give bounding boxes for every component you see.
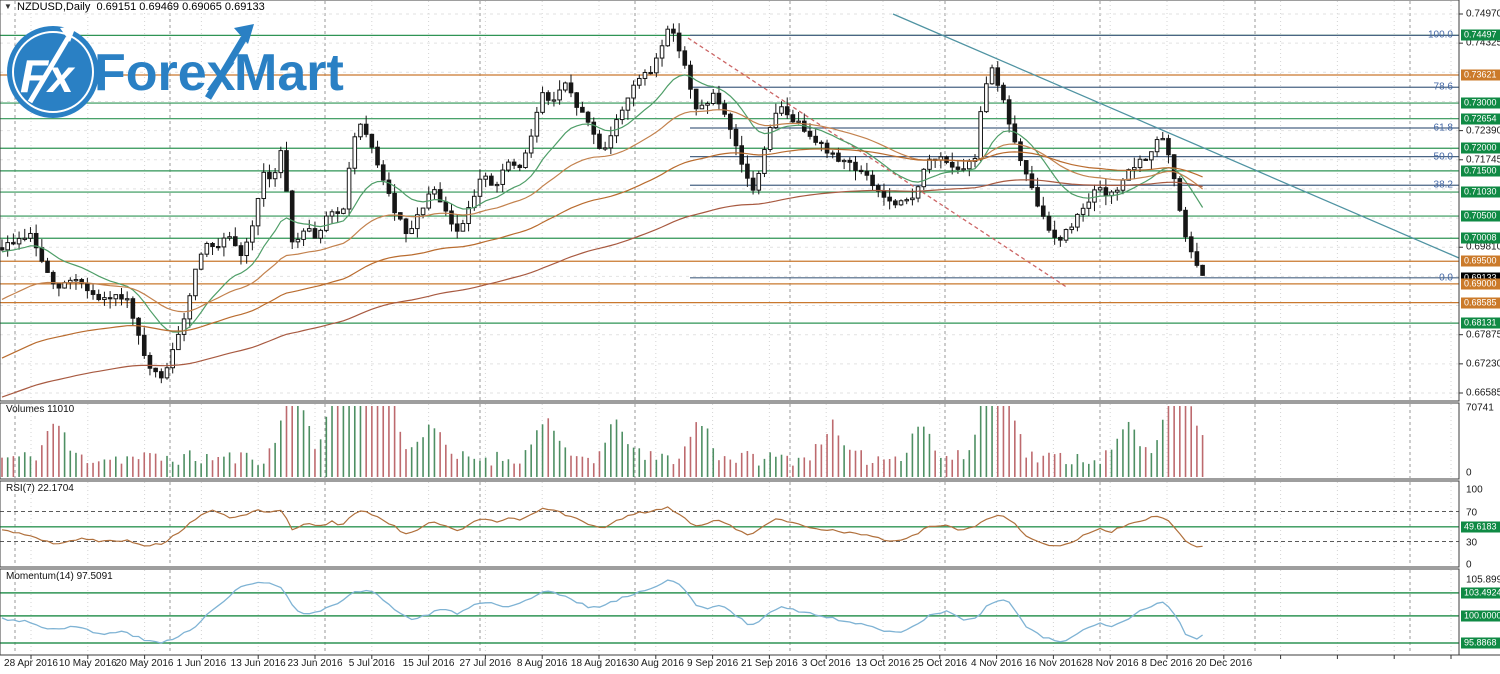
momentum-level-badge: 103.4924: [1461, 587, 1500, 599]
momentum-layer: [0, 579, 1459, 644]
chart-dropdown-icon[interactable]: ▼: [4, 2, 12, 11]
date-axis-label: 4 Nov 2016: [971, 658, 1023, 669]
price-level-badge-orange: 0.73621: [1461, 69, 1500, 81]
price-level-badge-green: 0.70008: [1461, 232, 1500, 244]
price-level-badge-green: 0.74497: [1461, 29, 1500, 41]
rsi-axis-label: 100: [1466, 484, 1483, 496]
price-level-badge-orange: 0.68585: [1461, 297, 1500, 309]
date-axis-label: 16 Nov 2016: [1025, 658, 1082, 669]
date-axis-label: 8 Dec 2016: [1141, 658, 1193, 669]
date-axis-label: 30 Aug 2016: [627, 658, 684, 669]
price-axis-label: 0.72390: [1466, 125, 1500, 137]
fib-level-label: 61.8: [1433, 122, 1453, 134]
date-axis-label: 28 Apr 2016: [4, 658, 58, 669]
price-axis-label: 0.74970: [1466, 8, 1500, 20]
fib-level-label: 100.0: [1427, 29, 1453, 41]
fib-level-label: 38.2: [1433, 179, 1453, 191]
price-level-badge-green: 0.73000: [1461, 97, 1500, 109]
price-axis-label: 0.67875: [1466, 329, 1500, 341]
ohlc-values: 0.69151 0.69469 0.69065 0.69133: [96, 1, 265, 13]
date-axis-label: 21 Sep 2016: [741, 658, 798, 669]
current-price-badge: 0.69133: [1461, 272, 1500, 284]
horizontal-gridlines: [0, 13, 1459, 394]
date-axis-label: 28 Nov 2016: [1081, 658, 1139, 669]
date-axis-label: 5 Jul 2016: [348, 658, 395, 669]
panel-borders: [0, 0, 1500, 656]
price-axis-label: 0.66585: [1466, 387, 1500, 399]
price-level-badge-green: 0.71500: [1461, 165, 1500, 177]
fibonacci-lines: [690, 34, 1459, 279]
moving-average-layer: [1, 74, 1204, 398]
momentum-level-badge: 100.0000: [1461, 610, 1500, 622]
axis-ticks: [30, 13, 1463, 659]
price-level-badge-green: 0.70500: [1461, 210, 1500, 222]
rsi-layer: [0, 506, 1459, 548]
price-level-badge-green: 0.71030: [1461, 186, 1500, 198]
fib-level-label: 78.6: [1433, 81, 1453, 93]
momentum-axis-label: 105.8993: [1466, 574, 1500, 586]
price-level-badge-green: 0.72654: [1461, 113, 1500, 125]
logo-brand-mart: Mart: [234, 44, 344, 102]
date-axis-label: 8 Aug 2016: [516, 658, 568, 669]
date-axis-label: 20 May 2016: [115, 658, 174, 669]
date-axis-label: 18 Aug 2016: [570, 658, 628, 669]
trendlines: [687, 13, 1459, 289]
rsi-axis-label: 0: [1466, 559, 1472, 571]
date-axis-label: 13 Oct 2016: [855, 658, 911, 669]
symbol-period-label: NZDUSD,Daily: [17, 1, 91, 13]
date-axis-label: 9 Sep 2016: [687, 658, 739, 669]
price-level-badge-orange: 0.69000: [1461, 278, 1500, 290]
rsi-axis-label: 30: [1466, 537, 1478, 548]
date-axis-label: 15 Jul 2016: [402, 658, 455, 669]
price-axis-label: 0.71745: [1466, 154, 1500, 166]
date-axis-label: 3 Oct 2016: [801, 658, 851, 669]
price-axis-label: 0.67230: [1466, 358, 1500, 370]
chart-title: NZDUSD,Daily 0.69151 0.69469 0.69065 0.6…: [17, 1, 265, 13]
price-level-badge-orange: 0.69500: [1461, 255, 1500, 267]
candlestick-layer: [0, 23, 1205, 384]
date-axis-label: 1 Jun 2016: [176, 658, 227, 669]
rsi-indicator-label: RSI(7) 22.1704: [6, 483, 74, 494]
volume-axis-label: 0: [1466, 467, 1472, 479]
volume-bars: [1, 406, 1204, 477]
fib-level-label: 50.0: [1433, 151, 1453, 163]
price-level-badge-green: 0.68131: [1461, 317, 1500, 329]
momentum-indicator-label: Momentum(14) 97.5091: [6, 571, 113, 582]
date-axis-label: 13 Jun 2016: [230, 658, 286, 669]
price-axis-label: 0.69810: [1466, 241, 1500, 253]
date-axis-label: 10 May 2016: [58, 658, 117, 669]
rsi-axis-label: 70: [1466, 507, 1478, 518]
rsi-level-badge: 49.6183: [1461, 521, 1500, 533]
volume-axis-label: 70741: [1466, 402, 1494, 414]
logo-arrow-icon: [27, 36, 71, 104]
date-axis-label: 23 Jun 2016: [287, 658, 343, 669]
price-level-badge-green: 0.72000: [1461, 142, 1500, 154]
momentum-level-badge: 95.8868: [1461, 637, 1500, 649]
volumes-indicator-label: Volumes 11010: [6, 404, 75, 415]
forexmart-logo: Fx Forex Mart: [7, 24, 344, 118]
logo-circle: [7, 26, 99, 118]
fib-level-label: 0.0: [1439, 272, 1453, 284]
vertical-gridlines: [14, 1, 1452, 654]
date-axis-label: 20 Dec 2016: [1195, 658, 1253, 669]
date-axis-label: 27 Jul 2016: [459, 658, 512, 669]
date-axis-label: 25 Oct 2016: [912, 658, 968, 669]
logo-brand-forex: Forex: [94, 44, 236, 102]
price-axis-label: 0.74325: [1466, 37, 1500, 49]
brand-arrow-icon: [204, 36, 248, 100]
